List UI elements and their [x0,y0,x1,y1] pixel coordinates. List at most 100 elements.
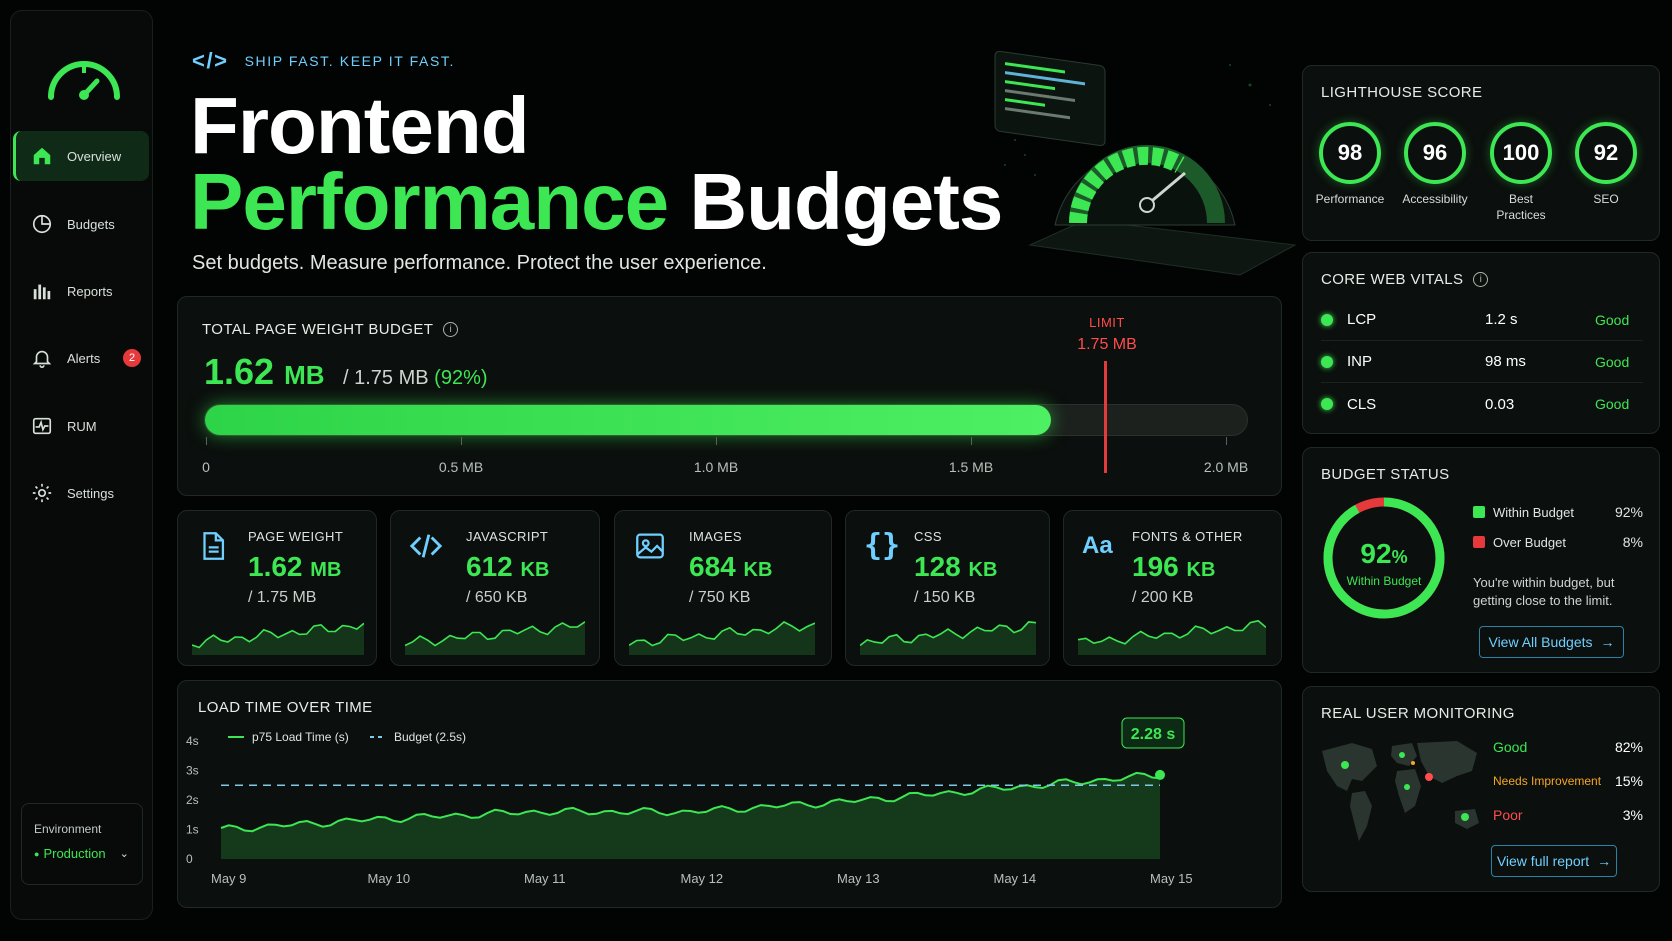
latest-value-callout [1121,717,1185,749]
axis-tick [1226,437,1227,445]
donut-percent: 92% [1318,538,1450,570]
sparkline-line [1078,619,1266,645]
y-tick-label: 2s [186,793,199,807]
weight-progress-bar [204,404,1248,436]
info-icon[interactable]: i [1473,272,1489,287]
legend-label: Over Budget [1493,534,1566,550]
gauge-label: SEO [1593,192,1619,206]
alerts-count-badge: 2 [123,349,141,367]
weight-used-unit: MB [284,360,325,390]
axis-tick-label: 2.0 MB [1203,459,1249,475]
rum-row-needs-improvement: Needs Improvement 15% [1493,773,1643,789]
latest-point[interactable] [1155,769,1165,780]
cwv-value: 98 ms [1485,353,1526,370]
pulse-icon [32,417,52,435]
rum-row-good: Good 82% [1493,739,1643,755]
legend-series-label: p75 Load Time (s) [252,730,349,744]
donut-center: 92% Within Budget [1318,538,1450,588]
donut-percent-sign: % [1391,547,1408,567]
world-map-illustration [1322,741,1479,841]
sparkline-area [192,623,364,655]
sparkline-line [192,622,364,649]
x-tick-label: May 12 [681,871,724,886]
button-label: View full report [1496,853,1590,869]
resource-card-javascript[interactable]: JAVASCRIPT 612 KB / 650 KB [390,510,600,666]
core-web-vitals-card: CORE WEB VITALS i LCP 1.2 s Good INP 98 … [1302,252,1660,434]
axis-tick-label: 1.5 MB [948,459,994,475]
axis-tick [971,437,972,445]
legend-budget-label: Budget (2.5s) [394,730,466,744]
tagline: </> SHIP FAST. KEEP IT FAST. [192,48,455,74]
lighthouse-gauge-accessibility: 96 Accessibility [1400,122,1470,208]
x-tick-label: May 14 [994,871,1037,886]
resource-card-fonts[interactable]: Aa FONTS & OTHER 196 KB / 200 KB [1063,510,1282,666]
gauge-value: 98 [1319,122,1381,184]
donut-percent-number: 92 [1360,538,1392,569]
load-time-caption: LOAD TIME OVER TIME [198,699,373,716]
load-time-card: LOAD TIME OVER TIME 4s 3s 2s 1s 0 May 9 May 10… [177,680,1282,908]
resource-name: IMAGES [689,529,742,544]
resource-card-css[interactable]: {} CSS 128 KB / 150 KB [845,510,1050,666]
resource-name: CSS [914,529,942,544]
resource-card-page-weight[interactable]: PAGE WEIGHT 1.62 MB / 1.75 MB [177,510,377,666]
resource-value: 684 KB [689,551,772,583]
budget-donut-chart [1323,497,1445,619]
sidebar-item-rum[interactable]: RUM [13,401,149,451]
rum-pct: 3% [1622,807,1643,823]
gauge-value: 96 [1404,122,1466,184]
resource-sparkline [860,621,1036,655]
document-icon [203,532,225,560]
resource-name: PAGE WEIGHT [248,529,344,544]
y-tick-label: 0 [186,852,193,866]
lighthouse-gauge-seo: 92 SEO [1571,122,1641,208]
resource-value-unit: KB [1186,559,1216,581]
sidebar-item-label: Settings [67,485,114,501]
view-full-report-button[interactable]: View full report → [1491,845,1617,877]
resource-budget: / 750 KB [689,589,751,606]
sidebar-item-settings[interactable]: Settings [13,468,149,518]
page-subtitle: Set budgets. Measure performance. Protec… [192,252,767,274]
sparkline-area [860,621,1036,655]
sparkline-area [1078,620,1266,655]
load-time-line [220,771,1161,833]
environment-selector[interactable]: Environment ● Production ⌄ [21,803,143,885]
resource-value-unit: KB [520,559,550,581]
cwv-row-cls: CLS 0.03 Good [1321,383,1643,425]
resource-value-number: 1.62 [248,551,303,582]
resource-value: 1.62 MB [248,551,341,583]
budget-status-card: BUDGET STATUS 92% Within Budget Within B… [1302,447,1660,673]
speed-gauge-illustration [994,50,1297,276]
legend-pct: 8% [1622,534,1643,550]
axis-tick [206,437,207,445]
bell-icon [32,350,52,368]
info-icon[interactable]: i [443,322,459,337]
total-page-weight-card: TOTAL PAGE WEIGHT BUDGET i 1.62 MB / 1.7… [177,296,1282,496]
cwv-status: Good [1595,311,1630,328]
y-tick-label: 4s [186,734,199,748]
limit-value: 1.75 MB [1077,336,1137,353]
sidebar-item-reports[interactable]: Reports [13,266,149,316]
load-time-chart: 4s 3s 2s 1s 0 May 9 May 10 May 11 May 12 May 13 Ma… [186,717,1193,886]
code-icon [409,534,443,558]
weight-used-value: 1.62 MB [204,351,325,393]
resource-value: 128 KB [914,551,997,583]
resource-value-number: 196 [1132,551,1179,582]
braces-icon: {} [864,528,901,563]
rum-label: Poor [1493,807,1523,823]
status-dot [1321,313,1333,326]
cwv-value: 1.2 s [1485,311,1518,328]
axis-tick [461,437,462,445]
resource-value-unit: KB [743,559,773,581]
sidebar-item-alerts[interactable]: Alerts 2 [13,333,149,383]
lighthouse-gauge-performance: 98 Performance [1315,122,1385,208]
view-all-budgets-button[interactable]: View All Budgets → [1479,626,1624,658]
resource-sparkline [629,621,815,655]
sidebar-item-budgets[interactable]: Budgets [13,199,149,249]
cwv-metric: CLS [1347,395,1377,413]
environment-value[interactable]: ● Production ⌄ [34,846,130,861]
resource-card-images[interactable]: IMAGES 684 KB / 750 KB [614,510,832,666]
resource-budget: / 1.75 MB [248,589,317,606]
sidebar-item-overview[interactable]: Overview [13,131,149,181]
sparkline-line [405,621,585,647]
resource-value-number: 684 [689,551,736,582]
